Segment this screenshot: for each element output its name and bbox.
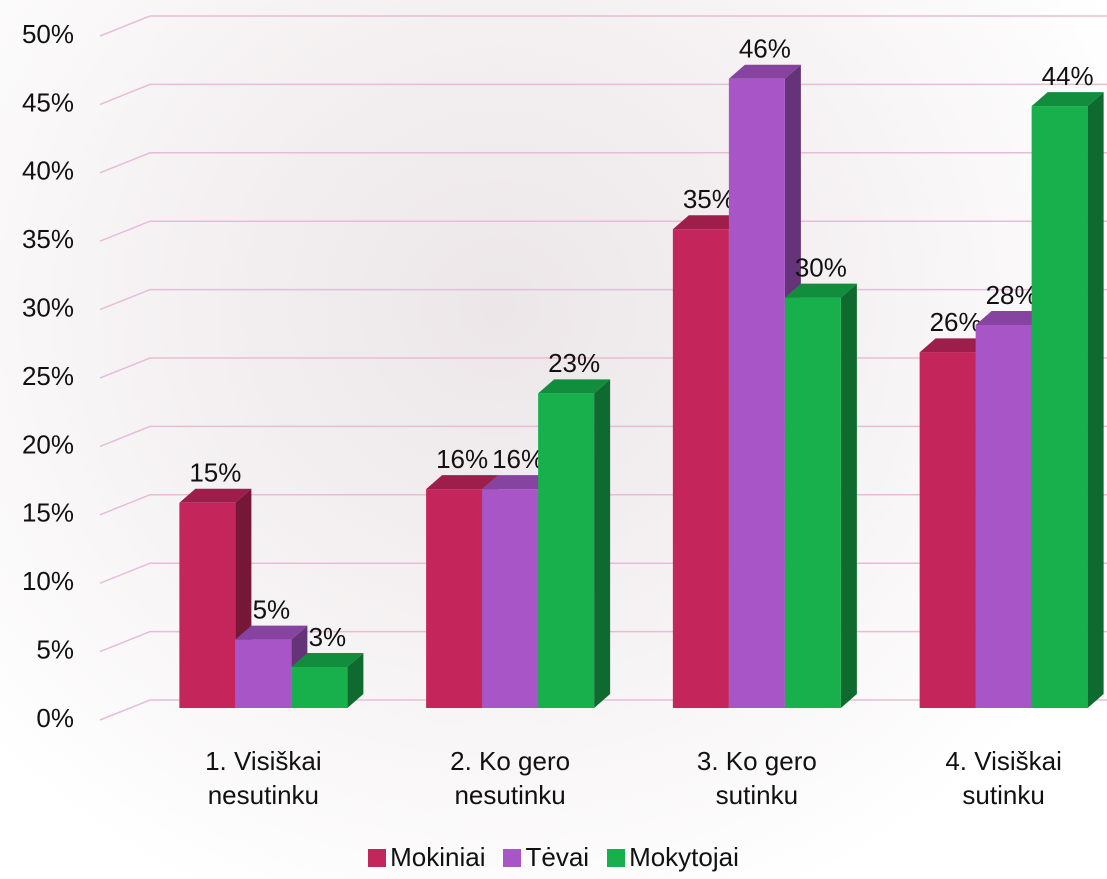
- value-label: 26%: [930, 307, 982, 337]
- y-tick-label: 50%: [22, 19, 74, 49]
- legend-item: Tėvai: [503, 842, 589, 873]
- bar-front: [784, 297, 841, 708]
- value-label: 28%: [986, 280, 1038, 310]
- value-label: 15%: [189, 458, 241, 488]
- bar-front: [482, 489, 539, 708]
- value-label: 3%: [309, 622, 347, 652]
- legend-item: Mokiniai: [368, 842, 485, 873]
- bar-top: [975, 310, 1048, 325]
- bar: [291, 652, 364, 708]
- value-label: 35%: [683, 184, 735, 214]
- bar-top: [919, 338, 992, 353]
- y-tick-label: 45%: [22, 87, 74, 117]
- bar-side: [1087, 92, 1104, 708]
- value-label: 5%: [253, 594, 291, 624]
- bar-top: [426, 475, 499, 490]
- legend-item: Mokytojai: [607, 842, 739, 873]
- value-label: 30%: [795, 252, 847, 282]
- bar-front: [919, 352, 976, 708]
- y-tick-label: 15%: [22, 498, 74, 528]
- legend-swatch: [607, 848, 626, 867]
- bar-front: [291, 666, 348, 708]
- bar-top: [179, 488, 252, 503]
- y-tick-label: 10%: [22, 566, 74, 596]
- x-tick-label: 3. Ko gero sutinku: [696, 746, 817, 810]
- x-tick-label: 2. Ko gero nesutinku: [450, 746, 571, 810]
- bar-top: [672, 215, 745, 230]
- x-tick-label: 1. Visiškai nesutinku: [205, 746, 322, 810]
- bar-top: [1031, 92, 1104, 107]
- legend-label: Mokytojai: [629, 842, 739, 872]
- bar-front: [728, 78, 785, 709]
- bar: [538, 379, 611, 708]
- legend-label: Tėvai: [525, 842, 590, 872]
- legend: Mokiniai Tėvai Mokytojai: [0, 842, 1107, 873]
- y-tick-label: 20%: [22, 429, 74, 459]
- value-label: 46%: [739, 34, 791, 64]
- bar-top: [235, 625, 308, 640]
- bar-front: [672, 229, 729, 708]
- bar-front: [179, 502, 236, 708]
- value-label: 23%: [548, 348, 600, 378]
- y-tick-label: 30%: [22, 292, 74, 322]
- bar-front: [426, 489, 483, 708]
- x-tick-label: 4. Visiškai sutinku: [945, 746, 1062, 810]
- y-tick-label: 35%: [22, 224, 74, 254]
- value-label: 16%: [492, 444, 544, 474]
- bar: [1031, 92, 1104, 708]
- value-label: 16%: [436, 444, 488, 474]
- grid-line: [99, 83, 1107, 106]
- value-label: 44%: [1042, 61, 1094, 91]
- grid-line: [99, 15, 1107, 37]
- y-tick-label: 25%: [22, 361, 74, 391]
- bar-side: [594, 379, 611, 708]
- bar-front: [1031, 106, 1088, 708]
- bar-front: [538, 393, 595, 708]
- bar-side: [840, 283, 857, 708]
- bar-top: [538, 379, 611, 394]
- bar-front: [975, 324, 1032, 708]
- bar-top: [482, 475, 555, 490]
- y-tick-label: 5%: [36, 634, 74, 664]
- legend-swatch: [503, 848, 522, 867]
- bar-side: [347, 652, 364, 708]
- y-tick-label: 40%: [22, 156, 74, 186]
- bar-top: [784, 283, 857, 298]
- legend-label: Mokiniai: [390, 842, 486, 872]
- y-tick-label: 0%: [36, 703, 74, 733]
- grid-line: [99, 152, 1107, 174]
- bar-top: [728, 64, 801, 79]
- grid-line: [99, 220, 1107, 242]
- legend-swatch: [368, 848, 387, 867]
- bar-front: [235, 639, 292, 708]
- bar: [784, 283, 857, 708]
- bar-top: [291, 652, 364, 667]
